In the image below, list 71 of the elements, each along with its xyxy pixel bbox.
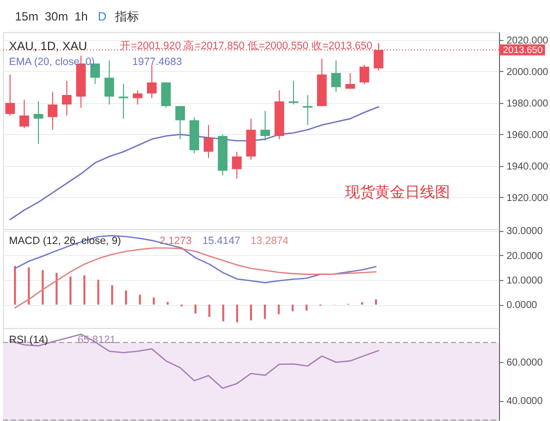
bar	[152, 297, 155, 305]
text: 指标	[114, 10, 140, 24]
y-tick-label: 1940.000	[506, 161, 549, 172]
bar	[306, 304, 308, 311]
annotation: 1977.4683	[132, 56, 182, 68]
bar	[83, 275, 86, 305]
candlestick	[34, 100, 44, 144]
bar	[56, 272, 58, 305]
candlestick	[146, 64, 157, 99]
bar	[14, 266, 16, 305]
y-tick-label: 40.0000	[506, 396, 544, 408]
line-series	[9, 334, 380, 389]
y-tick-label: 20.0000	[506, 250, 544, 262]
candlestick	[204, 124, 214, 159]
candlestick	[132, 90, 142, 105]
bar	[374, 299, 377, 305]
text: 开=2001.920 高=2017.850 低=2000.550 收=2013.650	[120, 39, 372, 52]
bar	[97, 280, 100, 305]
candlestick	[302, 94, 313, 126]
text: 30m	[44, 10, 68, 24]
y-tick-label: 1980.000	[506, 98, 549, 110]
candlestick	[360, 64, 370, 85]
text: MACD (12, 26, close, 9)	[9, 235, 122, 247]
bar	[236, 304, 238, 322]
bar	[194, 304, 196, 314]
bar	[166, 302, 169, 305]
bar	[28, 267, 30, 305]
line-series	[14, 247, 377, 308]
bar	[264, 304, 266, 319]
bar	[208, 304, 210, 317]
candlestick	[232, 151, 242, 180]
candlestick	[19, 99, 30, 129]
candlestick	[345, 72, 356, 90]
candlestick	[5, 74, 15, 116]
annotation: 13.2874	[250, 235, 289, 247]
candlestick	[118, 84, 128, 120]
text: D	[98, 10, 107, 24]
candlestick	[175, 106, 185, 140]
annotation: 现货黄金日线图	[345, 184, 450, 201]
bar	[125, 290, 128, 305]
candlestick	[331, 60, 341, 92]
bar	[138, 294, 141, 305]
bar	[69, 276, 72, 305]
bar	[361, 302, 364, 305]
bar	[292, 304, 294, 312]
bar	[111, 285, 114, 305]
ref-line-label: 2013.650	[503, 44, 543, 56]
candlestick	[288, 80, 298, 105]
bar	[278, 304, 280, 314]
y-tick-label: 0.0000	[506, 300, 538, 312]
candlestick	[161, 82, 171, 108]
y-tick-label: 30.0000	[506, 226, 544, 238]
bar	[42, 270, 44, 305]
y-tick-label: 10.0000	[506, 275, 544, 286]
y-tick-label: 1960.000	[506, 130, 549, 141]
candlestick	[260, 110, 270, 142]
text: RSI (14)	[9, 334, 48, 346]
annotation: 2.1273	[160, 235, 192, 247]
candlestick	[62, 80, 72, 116]
annotation: 15.4147	[202, 235, 240, 247]
y-tick-label: 2000.000	[506, 66, 549, 78]
bar	[222, 304, 224, 322]
candlestick	[48, 91, 58, 130]
y-tick-label: 60.0000	[506, 357, 544, 368]
text: 1h	[74, 10, 88, 24]
candlestick	[104, 60, 114, 105]
bar	[250, 304, 252, 320]
y-tick-label: 1920.000	[506, 192, 549, 204]
text: 15m	[15, 10, 38, 24]
y-tick-label: 2020.000	[506, 35, 549, 46]
text: XAU, 1D, XAU	[9, 39, 88, 53]
